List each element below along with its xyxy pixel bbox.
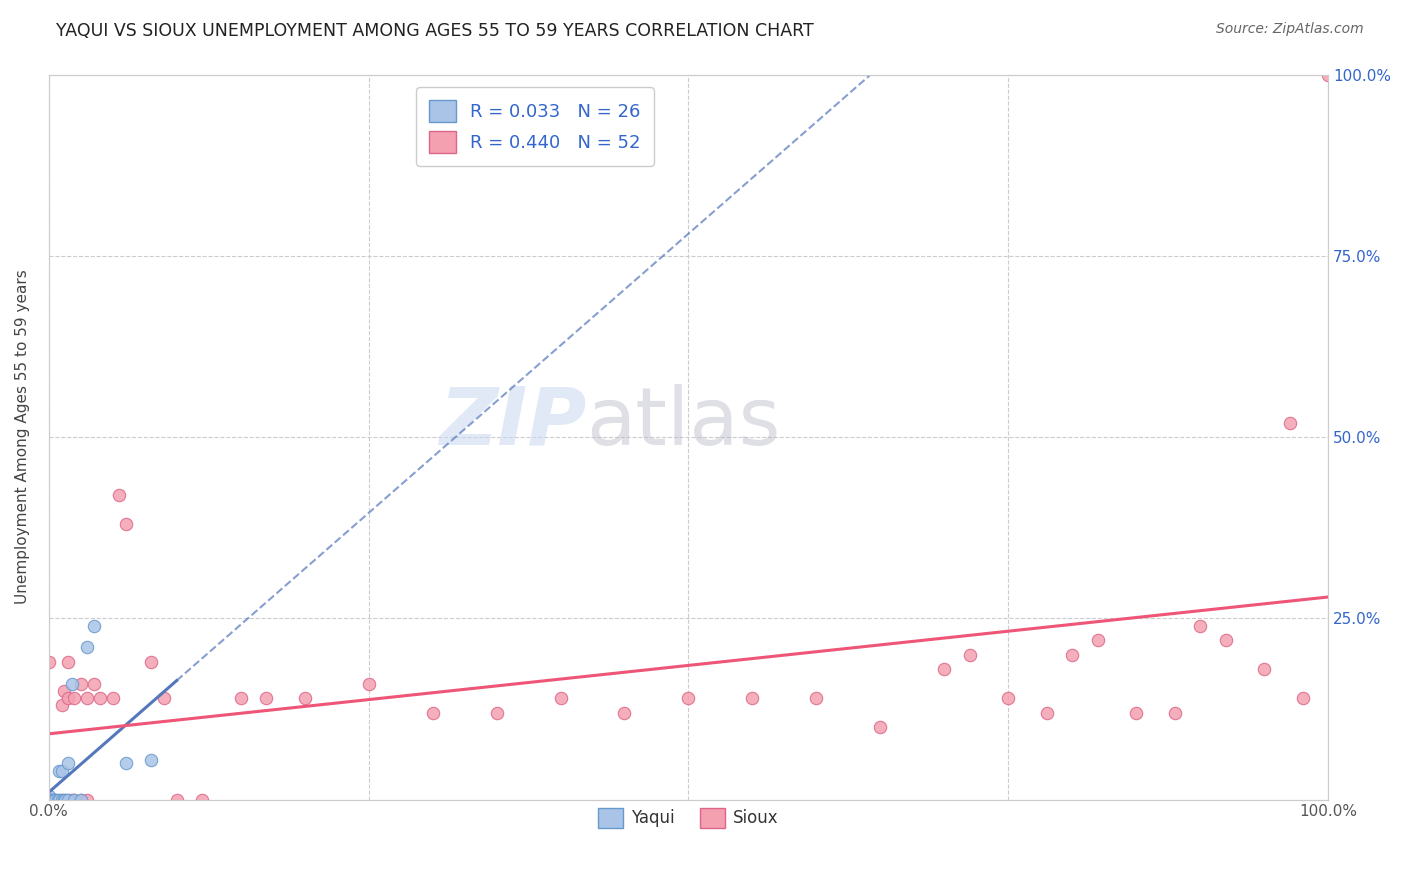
Point	[678, 691, 700, 706]
Point	[101, 691, 124, 706]
Point	[44, 792, 66, 806]
Point	[191, 792, 214, 806]
Point	[1035, 706, 1057, 720]
Point	[38, 792, 60, 806]
Text: Source: ZipAtlas.com: Source: ZipAtlas.com	[1216, 22, 1364, 37]
Point	[934, 662, 956, 676]
Point	[69, 792, 91, 806]
Point	[357, 676, 380, 690]
Point	[76, 640, 98, 655]
Point	[1317, 68, 1340, 82]
Point	[114, 516, 136, 531]
Point	[44, 792, 66, 806]
Point	[76, 691, 98, 706]
Point	[63, 792, 86, 806]
Point	[1291, 691, 1313, 706]
Point	[38, 792, 60, 806]
Point	[60, 792, 83, 806]
Y-axis label: Unemployment Among Ages 55 to 59 years: Unemployment Among Ages 55 to 59 years	[15, 269, 30, 605]
Point	[959, 648, 981, 662]
Point	[56, 792, 79, 806]
Point	[89, 691, 111, 706]
Point	[56, 792, 79, 806]
Point	[139, 753, 162, 767]
Point	[51, 764, 73, 778]
Point	[56, 655, 79, 669]
Point	[166, 792, 188, 806]
Point	[63, 691, 86, 706]
Text: ZIP: ZIP	[439, 384, 586, 461]
Point	[56, 691, 79, 706]
Point	[38, 792, 60, 806]
Point	[38, 792, 60, 806]
Point	[114, 756, 136, 771]
Point	[139, 655, 162, 669]
Legend: Yaqui, Sioux: Yaqui, Sioux	[592, 801, 786, 835]
Point	[997, 691, 1019, 706]
Point	[38, 789, 60, 803]
Point	[76, 792, 98, 806]
Point	[485, 706, 508, 720]
Point	[46, 792, 69, 806]
Point	[51, 698, 73, 713]
Text: YAQUI VS SIOUX UNEMPLOYMENT AMONG AGES 55 TO 59 YEARS CORRELATION CHART: YAQUI VS SIOUX UNEMPLOYMENT AMONG AGES 5…	[56, 22, 814, 40]
Point	[869, 720, 891, 734]
Point	[806, 691, 828, 706]
Point	[60, 676, 83, 690]
Point	[41, 792, 63, 806]
Point	[51, 792, 73, 806]
Point	[1062, 648, 1084, 662]
Point	[48, 764, 70, 778]
Point	[1163, 706, 1185, 720]
Point	[38, 792, 60, 806]
Point	[39, 792, 62, 806]
Point	[38, 655, 60, 669]
Point	[229, 691, 252, 706]
Point	[741, 691, 763, 706]
Point	[108, 488, 131, 502]
Point	[1253, 662, 1275, 676]
Point	[44, 792, 66, 806]
Point	[1087, 633, 1109, 648]
Point	[1189, 618, 1212, 632]
Point	[53, 683, 76, 698]
Point	[38, 792, 60, 806]
Point	[56, 756, 79, 771]
Point	[83, 676, 105, 690]
Point	[55, 792, 77, 806]
Text: atlas: atlas	[586, 384, 780, 461]
Point	[69, 792, 91, 806]
Point	[83, 618, 105, 632]
Point	[550, 691, 572, 706]
Point	[53, 792, 76, 806]
Point	[63, 792, 86, 806]
Point	[69, 676, 91, 690]
Point	[294, 691, 316, 706]
Point	[39, 792, 62, 806]
Point	[153, 691, 176, 706]
Point	[48, 792, 70, 806]
Point	[422, 706, 444, 720]
Point	[613, 706, 636, 720]
Point	[1278, 416, 1301, 430]
Point	[51, 792, 73, 806]
Point	[1215, 633, 1237, 648]
Point	[1125, 706, 1147, 720]
Point	[254, 691, 277, 706]
